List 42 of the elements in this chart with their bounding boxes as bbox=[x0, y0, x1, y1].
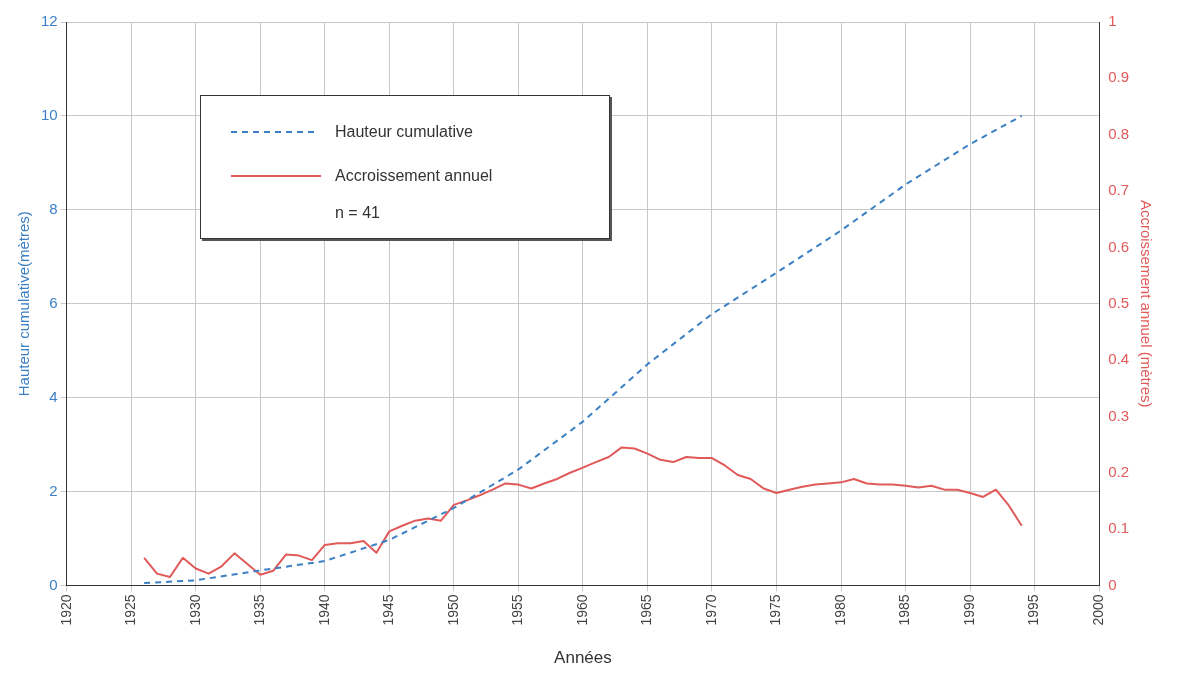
y2-tick-label: 0.2 bbox=[1108, 462, 1130, 480]
x-tick-label: 1940 bbox=[315, 594, 332, 626]
x-tick-label: 1925 bbox=[122, 594, 139, 626]
y2-tick-label: 1 bbox=[1108, 12, 1117, 30]
y-axis-title: Hauteur cumulative(mètres) bbox=[15, 211, 33, 397]
x-tick-label: 1945 bbox=[380, 594, 397, 626]
y-tick-label: 8 bbox=[49, 199, 58, 217]
y2-tick-label: 0 bbox=[1108, 575, 1117, 593]
y2-tick-label: 0.7 bbox=[1108, 181, 1130, 199]
y-tick-label: 4 bbox=[49, 387, 58, 405]
y-tick-label: 6 bbox=[49, 293, 58, 311]
y2-tick-label: 0.1 bbox=[1108, 519, 1130, 537]
y-tick-label: 2 bbox=[49, 481, 58, 499]
y-tick-label: 10 bbox=[41, 106, 58, 124]
y-tick-label: 12 bbox=[41, 12, 58, 30]
y2-tick-label: 0.6 bbox=[1108, 237, 1130, 255]
y2-tick-label: 0.4 bbox=[1108, 350, 1130, 368]
x-tick-label: 2000 bbox=[1090, 594, 1107, 626]
x-tick-label: 1970 bbox=[702, 594, 719, 626]
y2-tick-label: 0.5 bbox=[1108, 293, 1130, 311]
line-series bbox=[143, 114, 1023, 585]
x-axis-title: Années bbox=[554, 648, 612, 668]
y2-tick-label: 0.8 bbox=[1108, 124, 1130, 142]
x-tick-label: 1935 bbox=[251, 594, 268, 626]
x-tick-label: 1960 bbox=[573, 594, 590, 626]
annotation: n = 41 bbox=[334, 203, 381, 223]
x-tick-label: 1990 bbox=[960, 594, 977, 626]
x-tick-label: 1920 bbox=[57, 594, 74, 626]
x-tick-label: 1980 bbox=[831, 594, 848, 626]
legend-label: Hauteur cumulative bbox=[335, 123, 473, 141]
x-tick-label: 1950 bbox=[444, 594, 461, 626]
x-tick-label: 1975 bbox=[767, 594, 784, 626]
y2-tick-label: 0.3 bbox=[1108, 406, 1130, 424]
x-tick-label: 1930 bbox=[186, 594, 203, 626]
x-tick-label: 1965 bbox=[638, 594, 655, 626]
x-tick-label: 1995 bbox=[1025, 594, 1042, 626]
y2-axis-title: Accroissement annuel (mètres) bbox=[1137, 199, 1155, 408]
y-tick-label: 0 bbox=[49, 575, 58, 593]
x-tick-label: 1985 bbox=[896, 594, 913, 626]
legend-label: Accroissement annuel bbox=[335, 167, 493, 185]
y2-tick-label: 0.9 bbox=[1108, 68, 1130, 86]
x-tick-label: 1955 bbox=[509, 594, 526, 626]
